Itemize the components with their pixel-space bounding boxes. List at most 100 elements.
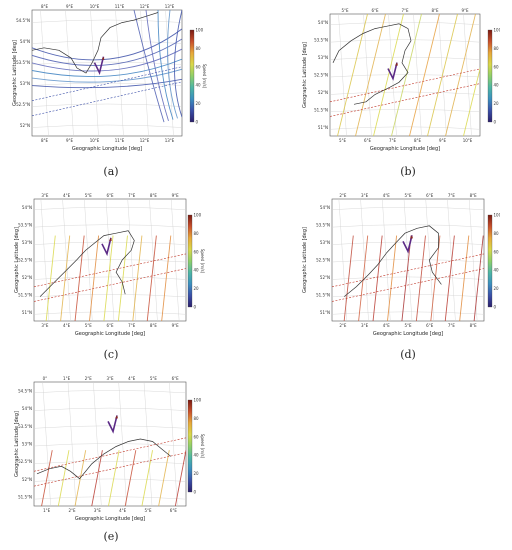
track-a: [145, 10, 169, 122]
x-tick-d: 8°E: [470, 323, 478, 328]
x-tick-a: 12°E: [140, 138, 150, 143]
x-tick-c: 3°E: [41, 323, 49, 328]
x-tick-e: 6°E: [170, 508, 178, 513]
x-tick-a: 11°E: [115, 138, 125, 143]
track-d: [387, 235, 398, 321]
colorbar-tick-a: 80: [196, 46, 202, 51]
colorbar-d: [487, 214, 493, 308]
colorbar-tick-e: 20: [194, 471, 200, 476]
x-tick-c: 9°E: [172, 323, 180, 328]
y-tick-a: 54°N: [20, 39, 30, 44]
x-tick-e: 5°E: [144, 508, 152, 513]
track-b: [391, 14, 422, 136]
track-d: [473, 235, 484, 321]
x-tick-top-e: 5°E: [150, 376, 158, 381]
caption-c: (c): [103, 348, 119, 361]
parallel-c: [34, 207, 186, 210]
y-tick-e: 53.5°N: [18, 424, 32, 429]
y-tick-b: 52.5°N: [314, 73, 328, 78]
colorbar-tick-b: 40: [494, 83, 500, 88]
track-d: [459, 235, 470, 321]
parallel-b: [330, 74, 480, 78]
x-axis-label-a: Geographic Longitude [deg]: [72, 146, 142, 152]
colorbar-tick-a: 40: [196, 83, 202, 88]
track-c: [103, 235, 114, 321]
colorbar-tick-a: 0: [196, 120, 199, 125]
x-tick-top-e: 3°E: [106, 376, 114, 381]
reference-line-a: [32, 81, 182, 117]
x-tick-top-a: 9°E: [66, 4, 74, 9]
meridian-b: [413, 14, 422, 136]
y-axis-label-d: Geographic Latitude [deg]: [302, 227, 308, 293]
coastline-c: [39, 230, 135, 297]
y-tick-e: 51.5°N: [18, 495, 32, 500]
reference-line-b: [330, 68, 480, 103]
x-tick-top-d: 7°E: [448, 193, 456, 198]
x-tick-d: 3°E: [361, 323, 369, 328]
parallel-e: [34, 407, 186, 411]
colorbar-b: [487, 29, 493, 123]
x-tick-d: 4°E: [383, 323, 391, 328]
coastline-e: [36, 438, 172, 480]
colorbar-tick-c: 80: [194, 231, 200, 236]
parallel-a: [32, 103, 182, 107]
colorbar-tick-a: 100: [196, 28, 204, 33]
x-tick-top-b: 8°E: [431, 8, 439, 13]
y-tick-c: 51°N: [22, 310, 32, 315]
y-tick-c: 51.5°N: [18, 292, 32, 297]
x-tick-b: 10°E: [463, 138, 473, 143]
track-e: [91, 450, 103, 506]
y-tick-a: 54.5°N: [16, 18, 30, 23]
parallel-b: [330, 109, 480, 113]
colorbar-tick-b: 80: [494, 46, 500, 51]
map-a: 8°E 9°E 10°E 11°E 12°E 13°E 8°E 9°E 10°E 11°E 12°E…: [12, 4, 207, 152]
y-tick-e: 53°N: [22, 442, 32, 447]
x-tick-b: 5°E: [339, 138, 347, 143]
x-tick-a: 9°E: [66, 138, 74, 143]
x-tick-top-c: 3°E: [41, 193, 49, 198]
trajectory-b: [387, 62, 398, 81]
track-e: [108, 450, 120, 506]
x-tick-c: 7°E: [128, 323, 136, 328]
x-tick-d: 6°E: [426, 323, 434, 328]
track-c: [132, 235, 143, 321]
trajectory-head-e: [115, 415, 119, 419]
x-tick-top-c: 9°E: [172, 193, 180, 198]
track-c: [60, 235, 71, 321]
x-tick-top-c: 4°E: [63, 193, 71, 198]
x-tick-c: 6°E: [106, 323, 114, 328]
x-tick-d: 7°E: [448, 323, 456, 328]
reference-line-a: [32, 66, 182, 102]
x-tick-top-a: 10°E: [90, 4, 100, 9]
y-tick-b: 54°N: [318, 20, 328, 25]
y-tick-d: 54°N: [320, 205, 330, 210]
x-tick-top-d: 8°E: [470, 193, 478, 198]
map-area-c: [33, 198, 187, 322]
colorbar-tick-c: 100: [194, 213, 202, 218]
track-a: [133, 10, 165, 123]
parallel-b: [330, 91, 480, 95]
panel-c: 3°E 4°E 5°E 6°E 7°E 8°E 9°E 3°E 4°E 5°E 6°E 7°E 8°E 9…: [12, 185, 212, 340]
x-tick-c: 4°E: [63, 323, 71, 328]
colorbar-tick-d: 20: [494, 286, 500, 291]
track-c: [146, 235, 157, 321]
colorbar-tick-d: 40: [494, 268, 500, 273]
caption-e: (e): [103, 530, 119, 543]
colorbar-tick-e: 60: [194, 434, 200, 439]
track-d: [430, 235, 441, 321]
track-b: [409, 14, 440, 136]
y-tick-c: 52°N: [22, 275, 32, 280]
track-b: [445, 14, 476, 136]
track-b: [427, 14, 458, 136]
x-axis-label-e: Geographic Longitude [deg]: [75, 516, 145, 522]
reference-line-d: [332, 268, 484, 302]
x-tick-b: 7°E: [389, 138, 397, 143]
x-tick-top-d: 2°E: [339, 193, 347, 198]
parallel-d: [332, 311, 484, 315]
map-frame-b: [329, 13, 481, 137]
track-b: [337, 14, 368, 136]
colorbar-tick-b: 20: [494, 101, 500, 106]
x-tick-top-a: 8°E: [41, 4, 49, 9]
y-tick-b: 52°N: [318, 90, 328, 95]
x-tick-e: 3°E: [94, 508, 102, 513]
